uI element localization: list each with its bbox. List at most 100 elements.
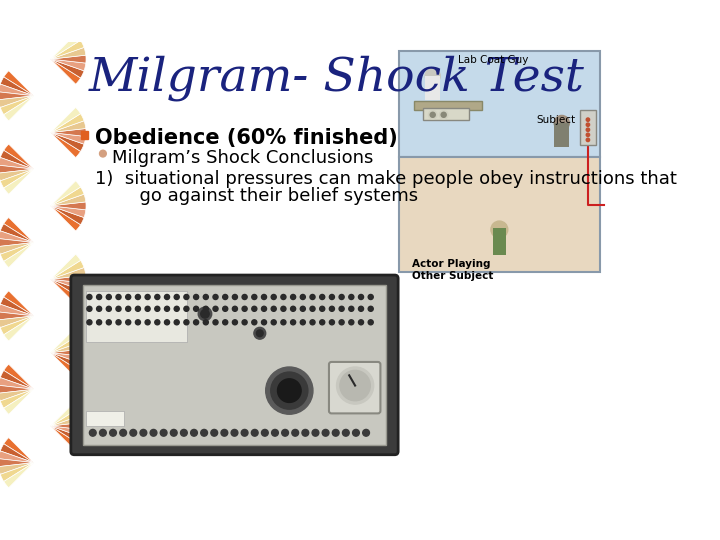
Wedge shape bbox=[4, 463, 34, 488]
Wedge shape bbox=[0, 370, 34, 389]
Circle shape bbox=[441, 112, 446, 117]
Wedge shape bbox=[50, 206, 81, 231]
Wedge shape bbox=[0, 312, 34, 320]
Circle shape bbox=[96, 294, 102, 300]
Circle shape bbox=[221, 429, 228, 436]
Circle shape bbox=[164, 294, 169, 300]
Circle shape bbox=[343, 429, 349, 436]
Wedge shape bbox=[50, 353, 81, 377]
Wedge shape bbox=[0, 389, 34, 408]
Wedge shape bbox=[0, 444, 34, 463]
Wedge shape bbox=[4, 364, 34, 389]
Circle shape bbox=[261, 306, 266, 312]
Wedge shape bbox=[50, 59, 86, 71]
Circle shape bbox=[107, 320, 112, 325]
Wedge shape bbox=[4, 316, 34, 341]
FancyBboxPatch shape bbox=[554, 123, 570, 147]
Circle shape bbox=[261, 294, 266, 300]
Wedge shape bbox=[50, 59, 84, 78]
Wedge shape bbox=[0, 231, 34, 242]
Circle shape bbox=[171, 429, 177, 436]
Wedge shape bbox=[50, 349, 86, 356]
Wedge shape bbox=[0, 165, 34, 173]
Wedge shape bbox=[0, 242, 34, 254]
Circle shape bbox=[329, 320, 335, 325]
Circle shape bbox=[96, 306, 102, 312]
Wedge shape bbox=[50, 426, 84, 445]
Wedge shape bbox=[50, 202, 86, 210]
Wedge shape bbox=[50, 132, 81, 158]
Circle shape bbox=[222, 294, 228, 300]
Wedge shape bbox=[0, 377, 34, 389]
Wedge shape bbox=[4, 218, 34, 242]
Wedge shape bbox=[50, 187, 84, 206]
Circle shape bbox=[155, 320, 160, 325]
Circle shape bbox=[181, 429, 187, 436]
Circle shape bbox=[99, 429, 107, 436]
Wedge shape bbox=[50, 267, 86, 279]
Circle shape bbox=[135, 306, 140, 312]
Circle shape bbox=[109, 429, 117, 436]
Wedge shape bbox=[50, 353, 86, 364]
Circle shape bbox=[261, 429, 269, 436]
Wedge shape bbox=[50, 275, 86, 283]
Circle shape bbox=[194, 320, 199, 325]
Circle shape bbox=[126, 306, 131, 312]
Circle shape bbox=[271, 372, 308, 409]
Circle shape bbox=[336, 367, 374, 404]
Circle shape bbox=[116, 320, 121, 325]
Wedge shape bbox=[0, 169, 34, 188]
Text: Milgram’s Shock Conclusions: Milgram’s Shock Conclusions bbox=[112, 148, 374, 166]
Wedge shape bbox=[50, 40, 84, 59]
Circle shape bbox=[231, 429, 238, 436]
Circle shape bbox=[310, 320, 315, 325]
Wedge shape bbox=[50, 328, 81, 353]
Wedge shape bbox=[0, 463, 34, 474]
Circle shape bbox=[302, 429, 309, 436]
Circle shape bbox=[291, 294, 296, 300]
Circle shape bbox=[203, 320, 208, 325]
Wedge shape bbox=[4, 389, 34, 414]
Circle shape bbox=[428, 111, 437, 119]
Circle shape bbox=[254, 327, 266, 339]
Wedge shape bbox=[50, 426, 86, 438]
Wedge shape bbox=[0, 96, 34, 114]
Wedge shape bbox=[50, 121, 86, 132]
FancyBboxPatch shape bbox=[580, 110, 595, 145]
Wedge shape bbox=[50, 48, 86, 59]
Circle shape bbox=[281, 320, 286, 325]
Circle shape bbox=[213, 306, 218, 312]
Circle shape bbox=[271, 320, 276, 325]
Wedge shape bbox=[50, 206, 84, 225]
Circle shape bbox=[348, 320, 354, 325]
Circle shape bbox=[174, 320, 179, 325]
Circle shape bbox=[161, 429, 167, 436]
Wedge shape bbox=[0, 316, 34, 335]
Circle shape bbox=[359, 294, 364, 300]
Circle shape bbox=[213, 294, 218, 300]
Circle shape bbox=[194, 294, 199, 300]
Wedge shape bbox=[50, 279, 84, 298]
Circle shape bbox=[140, 429, 147, 436]
FancyBboxPatch shape bbox=[86, 411, 124, 426]
Circle shape bbox=[333, 429, 339, 436]
Circle shape bbox=[107, 294, 112, 300]
Text: Lab Coat Guy: Lab Coat Guy bbox=[458, 55, 528, 65]
Circle shape bbox=[99, 150, 107, 157]
Circle shape bbox=[233, 294, 238, 300]
Circle shape bbox=[174, 294, 179, 300]
Circle shape bbox=[96, 320, 102, 325]
Circle shape bbox=[233, 320, 238, 325]
Circle shape bbox=[292, 429, 299, 436]
Circle shape bbox=[89, 429, 96, 436]
Wedge shape bbox=[50, 132, 84, 151]
Circle shape bbox=[425, 69, 441, 84]
Wedge shape bbox=[0, 386, 34, 393]
Circle shape bbox=[586, 123, 590, 126]
Wedge shape bbox=[0, 158, 34, 169]
Circle shape bbox=[271, 306, 276, 312]
Circle shape bbox=[310, 306, 315, 312]
Circle shape bbox=[348, 306, 354, 312]
Circle shape bbox=[126, 320, 131, 325]
Wedge shape bbox=[0, 224, 34, 242]
